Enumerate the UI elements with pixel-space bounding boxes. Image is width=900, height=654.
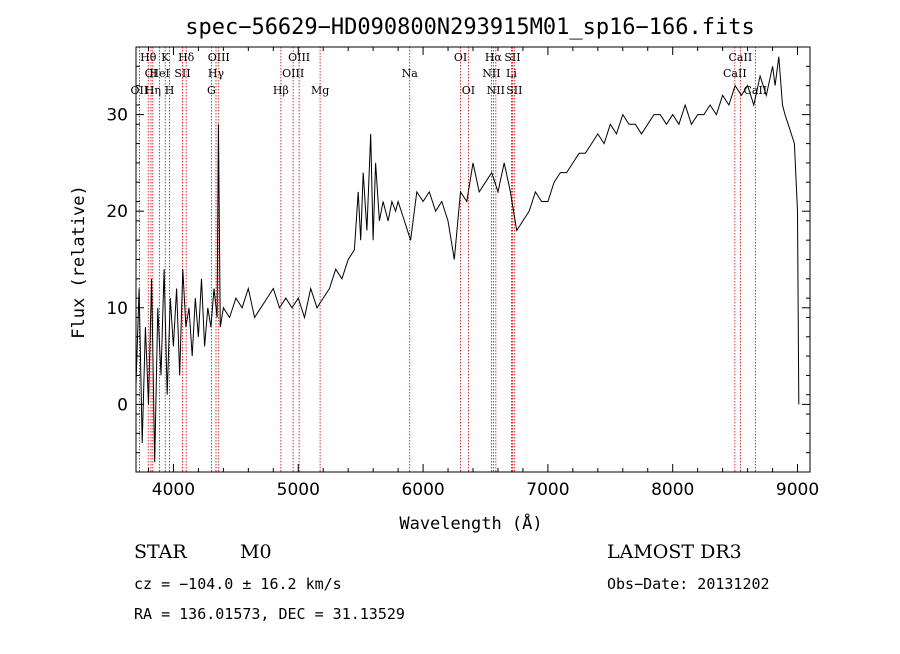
spectral-line-label: SII	[504, 51, 520, 64]
spectral-line-label: OI	[454, 51, 467, 64]
spectral-line-label: Hγ	[208, 67, 225, 80]
spectral-line-label: OII	[131, 84, 149, 97]
spectral-line-label: OIII	[208, 51, 230, 64]
spectral-line-label: CaII	[723, 67, 747, 80]
spectral-line-label: CaII	[729, 51, 753, 64]
redshift-velocity: cz = −104.0 ± 16.2 km/s	[134, 575, 342, 593]
spectral-line-label: Na	[402, 67, 419, 80]
x-axis-label: Wavelength (Å)	[399, 512, 542, 534]
observation-date: Obs−Date: 20131202	[607, 575, 770, 593]
spectral-line-label: OIII	[288, 51, 310, 64]
x-axis-ticks: 4000 5000 6000 7000 8000 9000	[147, 47, 819, 500]
spectral-line-label: OI	[462, 84, 475, 97]
y-axis-ticks: 0 10 20 30	[106, 65, 810, 454]
spectral-line-label: CaII	[743, 84, 767, 97]
spectral-line-label: SII	[174, 67, 190, 80]
x-tick-label: 5000	[277, 480, 320, 500]
spectral-line-label: Mg	[311, 84, 329, 97]
spectral-line-label: Hθ	[140, 51, 157, 64]
spectral-line-label: OIII	[282, 67, 304, 80]
spectral-line-label: Hδ	[178, 51, 195, 64]
survey-name: LAMOST DR3	[607, 541, 742, 563]
spectral-line-markers	[138, 47, 756, 472]
y-tick-label: 20	[106, 202, 128, 222]
spectral-line-label: CI	[145, 67, 158, 80]
spectral-line-label: Li	[506, 67, 517, 80]
spectral-line-label: G	[207, 84, 216, 97]
spectral-line-label: Hη	[145, 84, 161, 97]
object-class: STAR	[134, 541, 187, 563]
spectral-line-label: HeI	[149, 67, 169, 80]
plot-frame	[135, 46, 811, 473]
spectral-line-label: SII	[506, 84, 522, 97]
spectral-line-label: Hα	[485, 51, 503, 64]
chart-title: spec−56629−HD090800N293915M01_sp16−166.f…	[185, 15, 755, 40]
y-tick-label: 10	[106, 299, 128, 319]
x-tick-label: 4000	[152, 480, 195, 500]
x-tick-label: 7000	[526, 480, 569, 500]
x-tick-label: 8000	[651, 480, 694, 500]
spectral-line-label: Hβ	[273, 84, 289, 97]
object-subclass: M0	[240, 541, 272, 563]
y-axis-label: Flux (relative)	[69, 185, 89, 339]
spectral-line-label: NII	[482, 67, 500, 80]
spectral-line-label: H	[165, 84, 175, 97]
y-tick-label: 0	[117, 395, 128, 415]
y-tick-label: 30	[106, 106, 128, 126]
sky-coordinates: RA = 136.01573, DEC = 31.13529	[134, 605, 405, 623]
spectral-line-label: NII	[487, 84, 505, 97]
x-tick-label: 6000	[401, 480, 444, 500]
spectral-line-label: K	[161, 51, 170, 64]
x-tick-label: 9000	[776, 480, 819, 500]
flux-series-line	[135, 56, 800, 463]
